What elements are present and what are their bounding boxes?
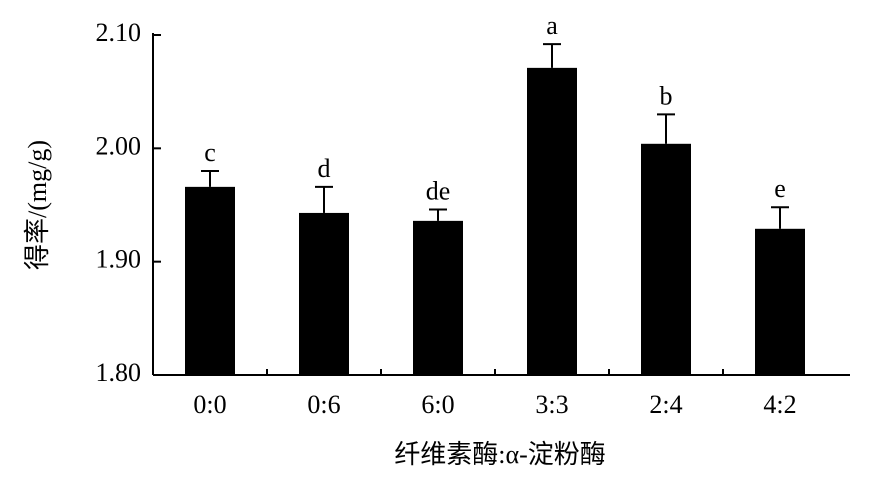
x-tick-label: 0:0 — [193, 390, 226, 419]
y-tick-label: 1.90 — [96, 245, 142, 274]
x-tick-label: 2:4 — [649, 390, 682, 419]
x-tick-label: 4:2 — [763, 390, 796, 419]
y-tick-label: 2.00 — [96, 131, 142, 160]
y-tick-label: 2.10 — [96, 18, 142, 47]
significance-label: c — [204, 138, 216, 167]
significance-label: b — [660, 81, 673, 110]
significance-label: a — [546, 11, 558, 40]
significance-label: de — [426, 177, 451, 206]
x-axis-label: 纤维素酶:α-淀粉酶 — [394, 440, 606, 469]
bar — [641, 143, 691, 375]
significance-label: d — [318, 154, 331, 183]
x-tick-label: 6:0 — [421, 390, 454, 419]
bar — [299, 212, 349, 375]
x-tick-label: 0:6 — [307, 390, 340, 419]
bar — [185, 186, 235, 375]
bar — [527, 67, 577, 375]
bar — [413, 220, 463, 375]
y-axis-label: 得率/(mg/g) — [23, 140, 52, 270]
bar — [755, 228, 805, 375]
y-tick-label: 1.80 — [96, 358, 142, 387]
x-tick-label: 3:3 — [535, 390, 568, 419]
significance-label: e — [774, 174, 786, 203]
